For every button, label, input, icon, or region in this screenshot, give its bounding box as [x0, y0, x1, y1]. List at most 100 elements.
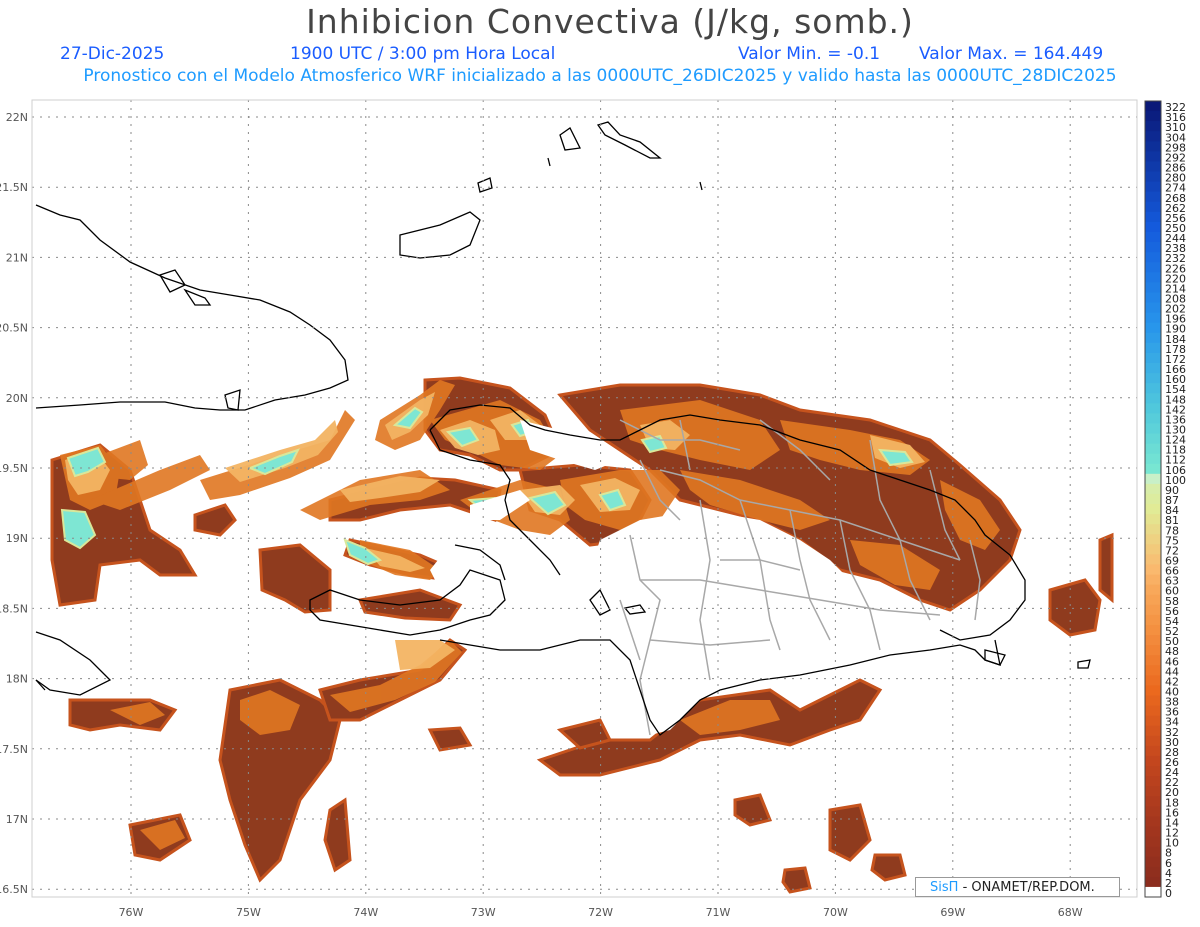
- colorbar-label: 292: [1165, 151, 1186, 164]
- colorbar-swatch: [1145, 131, 1161, 142]
- colorbar-label: 28: [1165, 746, 1179, 759]
- colorbar-swatch: [1145, 826, 1161, 838]
- colorbar-swatch: [1145, 624, 1161, 636]
- colorbar-swatch: [1145, 504, 1161, 515]
- colorbar-swatch: [1145, 685, 1161, 696]
- colorbar-swatch: [1145, 695, 1161, 707]
- colorbar-label: 208: [1165, 293, 1186, 306]
- colorbar-swatch: [1145, 413, 1161, 424]
- colorbar-label: 316: [1165, 111, 1186, 124]
- colorbar-swatch: [1145, 645, 1161, 656]
- colorbar-label: 50: [1165, 635, 1179, 648]
- colorbar-swatch: [1145, 171, 1161, 183]
- gridlines: [32, 100, 1137, 897]
- colorbar-label: 220: [1165, 272, 1186, 285]
- colorbar-swatch: [1145, 262, 1161, 273]
- colorbar-swatch: [1145, 383, 1161, 394]
- colorbar-swatch: [1145, 312, 1161, 324]
- colorbar-label: 63: [1165, 575, 1179, 588]
- colorbar-swatch: [1145, 393, 1161, 404]
- colorbar-label: 66: [1165, 565, 1179, 578]
- map-title: Inhibicion Convectiva (J/kg, somb.): [306, 2, 914, 41]
- colorbar-label: 52: [1165, 625, 1179, 638]
- lon-label: 72W: [588, 906, 613, 919]
- colorbar-swatch: [1145, 453, 1161, 465]
- colorbar-swatch: [1145, 332, 1161, 344]
- colorbar-swatch: [1145, 886, 1161, 898]
- colorbar-swatch: [1145, 514, 1161, 525]
- colorbar-label: 4: [1165, 867, 1172, 880]
- colorbar-label: 40: [1165, 685, 1179, 698]
- colorbar-swatch: [1145, 322, 1161, 334]
- colorbar-label: 250: [1165, 222, 1186, 235]
- latitude-labels: 22N 21.5N 21N 20.5N 20N 19.5N 19N 18.5N 18N 17.5N…: [0, 111, 28, 896]
- colorbar-label: 72: [1165, 544, 1179, 557]
- colorbar-label: 190: [1165, 323, 1186, 336]
- colorbar-label: 32: [1165, 726, 1179, 739]
- colorbar: 3223163103042982922862802742682622562502…: [1144, 100, 1186, 900]
- colorbar-label: 90: [1165, 484, 1179, 497]
- colorbar-label: 75: [1165, 534, 1179, 547]
- colorbar-label: 280: [1165, 172, 1186, 185]
- colorbar-label: 20: [1165, 786, 1179, 799]
- plot-frame: [31, 99, 1138, 898]
- colorbar-label: 30: [1165, 736, 1179, 749]
- lat-label: 16.5N: [0, 883, 28, 896]
- colorbar-label: 36: [1165, 706, 1179, 719]
- colorbar-label: 130: [1165, 424, 1186, 437]
- colorbar-swatch: [1145, 614, 1161, 626]
- colorbar-swatch: [1145, 725, 1161, 737]
- lat-label: 19.5N: [0, 462, 28, 475]
- colorbar-label: 154: [1165, 383, 1186, 396]
- colorbar-swatch: [1145, 866, 1161, 878]
- lat-label: 17.5N: [0, 743, 28, 756]
- credit-text: - ONAMET/REP.DOM.: [962, 880, 1095, 895]
- colorbar-label: 10: [1165, 837, 1179, 850]
- colorbar-label: 46: [1165, 655, 1179, 668]
- colorbar-swatch: [1145, 101, 1161, 112]
- colorbar-swatch: [1145, 715, 1161, 727]
- colorbar-swatch: [1145, 211, 1161, 223]
- colorbar-label: 244: [1165, 232, 1186, 245]
- colorbar-label: 256: [1165, 212, 1186, 225]
- colorbar-label: 142: [1165, 403, 1186, 416]
- colorbar-swatch: [1145, 745, 1161, 757]
- lon-label: 68W: [1058, 906, 1083, 919]
- longitude-labels: 76W 75W 74W 73W 72W 71W 70W 69W 68W: [119, 906, 1083, 919]
- lat-label: 21.5N: [0, 181, 28, 194]
- colorbar-swatch: [1145, 544, 1161, 555]
- colorbar-label: 232: [1165, 252, 1186, 265]
- credit-brand: SisΠ: [930, 880, 959, 895]
- lon-label: 75W: [236, 906, 261, 919]
- lon-label: 70W: [823, 906, 848, 919]
- colorbar-swatch: [1145, 231, 1161, 243]
- colorbar-label: 8: [1165, 847, 1172, 860]
- colorbar-swatch: [1145, 493, 1161, 505]
- value-max: Valor Max. = 164.449: [919, 44, 1104, 64]
- colorbar-label: 286: [1165, 162, 1186, 175]
- colorbar-label: 60: [1165, 585, 1179, 598]
- colorbar-label: 69: [1165, 554, 1179, 567]
- lon-label: 69W: [940, 906, 965, 919]
- colorbar-swatch: [1145, 352, 1161, 364]
- colorbar-label: 202: [1165, 303, 1186, 316]
- colorbar-swatch: [1145, 755, 1161, 767]
- lon-label: 74W: [353, 906, 378, 919]
- value-min: Valor Min. = -0.1: [738, 44, 881, 64]
- lat-label: 19N: [6, 532, 28, 545]
- colorbar-swatch: [1145, 403, 1161, 414]
- colorbar-label: 322: [1165, 101, 1186, 114]
- colorbar-label: 34: [1165, 716, 1179, 729]
- lon-label: 71W: [706, 906, 731, 919]
- colorbar-label: 54: [1165, 615, 1179, 628]
- lat-label: 17N: [6, 813, 28, 826]
- colorbar-label: 178: [1165, 343, 1186, 356]
- colorbar-swatch: [1145, 252, 1161, 263]
- coastlines: [35, 121, 1091, 736]
- colorbar-label: 166: [1165, 363, 1186, 376]
- colorbar-label: 160: [1165, 373, 1186, 386]
- colorbar-label: 118: [1165, 444, 1186, 457]
- colorbar-swatch: [1145, 876, 1161, 888]
- colorbar-label: 238: [1165, 242, 1186, 255]
- colorbar-label: 2: [1165, 877, 1172, 890]
